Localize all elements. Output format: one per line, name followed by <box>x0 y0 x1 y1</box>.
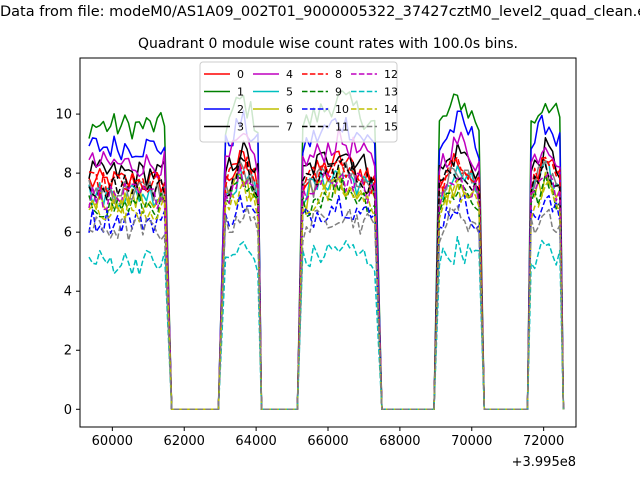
x-tick-label: 72000 <box>523 434 564 449</box>
suptitle-text: Data from file: modeM0/AS1A09_002T01_900… <box>0 4 640 20</box>
legend-label: 10 <box>335 103 349 116</box>
x-tick-label: 66000 <box>307 434 348 449</box>
legend-label: 1 <box>237 86 244 99</box>
legend-entry-5: 5 <box>253 86 293 99</box>
y-tick-label: 8 <box>64 167 72 182</box>
legend-entry-10: 10 <box>302 103 349 116</box>
legend-entry-6: 6 <box>253 103 293 116</box>
x-axis: 60000 62000 64000 66000 68000 70000 72000 <box>92 427 564 449</box>
y-axis: 0 2 4 6 8 10 <box>55 108 80 418</box>
legend-entry-0: 0 <box>204 68 244 81</box>
x-offset-label: +3.995e8 <box>512 455 576 470</box>
legend-entry-3: 3 <box>204 121 244 134</box>
legend-label: 12 <box>384 68 398 81</box>
series-line-13 <box>88 236 565 411</box>
legend-label: 3 <box>237 121 244 134</box>
legend-label: 9 <box>335 86 342 99</box>
legend-box <box>199 61 398 143</box>
legend-entry-15: 15 <box>351 121 398 134</box>
figure-suptitle: Data from file: modeM0/AS1A09_002T01_900… <box>0 4 640 20</box>
x-tick-label: 68000 <box>379 434 420 449</box>
legend-label: 15 <box>384 121 398 134</box>
y-tick-label: 0 <box>64 403 72 418</box>
legend-label: 4 <box>286 68 293 81</box>
legend-entry-1: 1 <box>204 86 244 99</box>
series-line-4 <box>88 126 565 411</box>
legend-label: 0 <box>237 68 244 81</box>
x-tick-label: 70000 <box>451 434 492 449</box>
legend-label: 6 <box>286 103 293 116</box>
legend-label: 13 <box>384 86 398 99</box>
y-tick-label: 10 <box>55 108 72 123</box>
legend-entry-7: 7 <box>253 121 293 134</box>
series-line-14 <box>88 177 565 411</box>
x-tick-label: 62000 <box>164 434 205 449</box>
series-line-12 <box>88 165 565 411</box>
series-layer <box>88 90 565 411</box>
legend-entry-14: 14 <box>351 103 398 116</box>
series-line-0 <box>88 149 565 411</box>
y-tick-label: 4 <box>64 285 72 300</box>
legend-entry-2: 2 <box>204 103 244 116</box>
series-line-10 <box>88 193 565 411</box>
chart-title: Quadrant 0 module wise count rates with … <box>138 36 518 52</box>
legend-entry-13: 13 <box>351 86 398 99</box>
legend-label: 5 <box>286 86 293 99</box>
x-tick-label: 60000 <box>92 434 133 449</box>
legend-entry-9: 9 <box>302 86 342 99</box>
series-line-15 <box>88 205 565 411</box>
legend-entry-11: 11 <box>302 121 349 134</box>
series-line-8 <box>88 156 565 411</box>
legend-label: 8 <box>335 68 342 81</box>
legend-entry-8: 8 <box>302 68 342 81</box>
series-line-9 <box>88 174 565 411</box>
y-tick-label: 2 <box>64 344 72 359</box>
y-tick-label: 6 <box>64 226 72 241</box>
legend-entry-4: 4 <box>253 68 293 81</box>
legend-label: 14 <box>384 103 398 116</box>
series-line-11 <box>88 155 565 411</box>
legend-label: 2 <box>237 103 244 116</box>
legend-label: 7 <box>286 121 293 134</box>
legend-entry-12: 12 <box>351 68 398 81</box>
series-line-6 <box>88 166 565 411</box>
legend-label: 11 <box>335 121 349 134</box>
x-tick-label: 64000 <box>235 434 276 449</box>
